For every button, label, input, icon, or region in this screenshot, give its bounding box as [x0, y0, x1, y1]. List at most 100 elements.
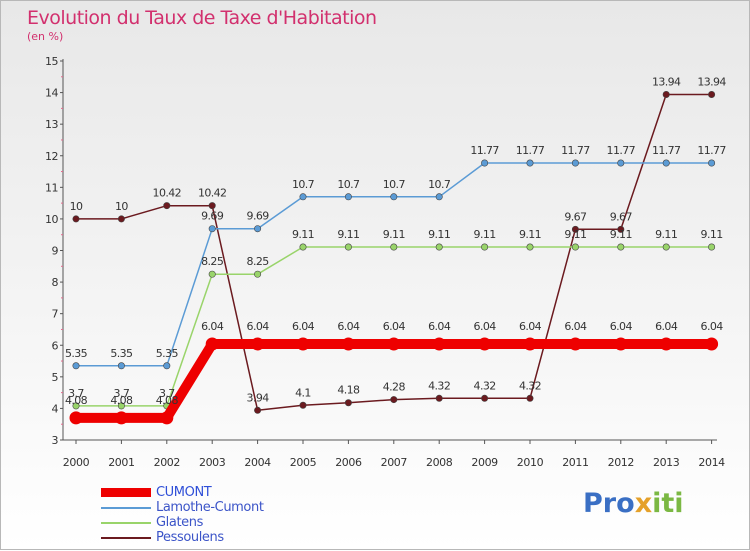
data-label: 9.11 — [610, 228, 632, 241]
data-label: 11.77 — [652, 144, 681, 157]
y-tick-label: 5 — [52, 371, 59, 384]
proxiti-logo: Proxiti — [583, 488, 684, 519]
data-label: 6.04 — [428, 320, 451, 333]
data-point — [387, 337, 401, 351]
data-point — [617, 225, 625, 233]
data-label: 6.04 — [383, 320, 406, 333]
data-point — [72, 362, 80, 370]
data-point — [344, 193, 352, 201]
data-point — [254, 270, 262, 278]
data-point — [571, 159, 579, 167]
x-tick-label: 2005 — [290, 456, 317, 469]
data-label: 3.7 — [68, 387, 84, 400]
data-label: 6.04 — [519, 320, 542, 333]
legend-item: Lamothe-Cumont — [101, 500, 321, 515]
data-label: 10.7 — [428, 178, 451, 191]
logo-letter: x — [634, 488, 653, 519]
data-label: 9.11 — [564, 228, 586, 241]
data-label: 10.7 — [337, 178, 360, 191]
data-point — [390, 396, 398, 404]
data-point — [341, 337, 355, 351]
data-point — [478, 337, 492, 351]
data-point — [390, 193, 398, 201]
data-label: 6.04 — [474, 320, 497, 333]
data-label: 9.11 — [428, 228, 450, 241]
data-point — [69, 411, 83, 425]
x-tick-label: 2009 — [471, 456, 498, 469]
data-label: 10.42 — [153, 187, 182, 200]
data-point — [662, 243, 670, 251]
data-point — [205, 337, 219, 351]
y-tick-label: 11 — [45, 181, 58, 194]
y-tick-label: 7 — [52, 308, 59, 321]
data-point — [344, 243, 352, 251]
legend-item: CUMONT — [101, 485, 321, 500]
data-label: 6.04 — [701, 320, 724, 333]
data-point — [435, 394, 443, 402]
data-label: 9.69 — [201, 210, 224, 223]
data-point — [617, 159, 625, 167]
y-tick-label: 4 — [52, 402, 59, 415]
data-point — [163, 202, 171, 210]
data-label: 6.04 — [655, 320, 678, 333]
data-point — [296, 337, 310, 351]
legend-label: Lamothe-Cumont — [156, 500, 264, 515]
data-label: 10.7 — [292, 178, 315, 191]
chart-legend: CUMONT Lamothe-Cumont Glatens Pessoulens — [101, 485, 321, 545]
data-label: 9.67 — [564, 210, 587, 223]
data-label: 9.67 — [610, 210, 633, 223]
y-tick-label: 3 — [52, 434, 59, 447]
data-point — [160, 411, 174, 425]
data-point — [72, 215, 80, 223]
x-tick-label: 2014 — [698, 456, 725, 469]
data-label: 10.7 — [383, 178, 406, 191]
data-label: 6.04 — [247, 320, 270, 333]
data-point — [390, 243, 398, 251]
data-label: 9.11 — [337, 228, 359, 241]
data-label: 3.7 — [159, 387, 175, 400]
x-tick-label: 2003 — [199, 456, 226, 469]
data-point — [571, 225, 579, 233]
data-label: 9.69 — [247, 210, 270, 223]
data-point — [526, 394, 534, 402]
data-point — [708, 243, 716, 251]
data-label: 4.32 — [519, 379, 541, 392]
y-tick-label: 10 — [45, 213, 58, 226]
data-label: 10 — [70, 200, 83, 213]
y-tick-label: 13 — [45, 118, 58, 131]
data-label: 6.04 — [201, 320, 224, 333]
data-label: 9.11 — [292, 228, 314, 241]
y-tick-label: 15 — [45, 55, 58, 68]
data-point — [114, 411, 128, 425]
data-label: 8.25 — [247, 255, 270, 268]
data-label: 13.94 — [652, 75, 681, 88]
x-tick-label: 2001 — [108, 456, 134, 469]
data-label: 4.1 — [295, 386, 311, 399]
data-label: 3.94 — [247, 391, 270, 404]
data-label: 13.94 — [697, 75, 726, 88]
logo-letter: r — [602, 488, 617, 519]
data-label: 9.11 — [474, 228, 496, 241]
data-label: 9.11 — [383, 228, 405, 241]
data-point — [163, 362, 171, 370]
data-label: 6.04 — [337, 320, 360, 333]
x-tick-label: 2002 — [154, 456, 180, 469]
data-point — [435, 243, 443, 251]
data-point — [117, 215, 125, 223]
logo-letter: o — [616, 488, 635, 519]
data-point — [432, 337, 446, 351]
data-point — [708, 159, 716, 167]
data-label: 11.77 — [607, 144, 636, 157]
data-label: 5.35 — [110, 347, 133, 360]
chart-subtitle: (en %) — [27, 30, 64, 43]
data-label: 3.7 — [114, 387, 130, 400]
logo-letter: i — [674, 488, 684, 519]
data-label: 5.35 — [156, 347, 179, 360]
y-tick-label: 8 — [52, 276, 59, 289]
data-point — [481, 159, 489, 167]
series-line-pessoulens — [75, 93, 713, 412]
x-tick-label: 2013 — [653, 456, 680, 469]
data-point — [705, 337, 719, 351]
data-point — [117, 402, 125, 410]
